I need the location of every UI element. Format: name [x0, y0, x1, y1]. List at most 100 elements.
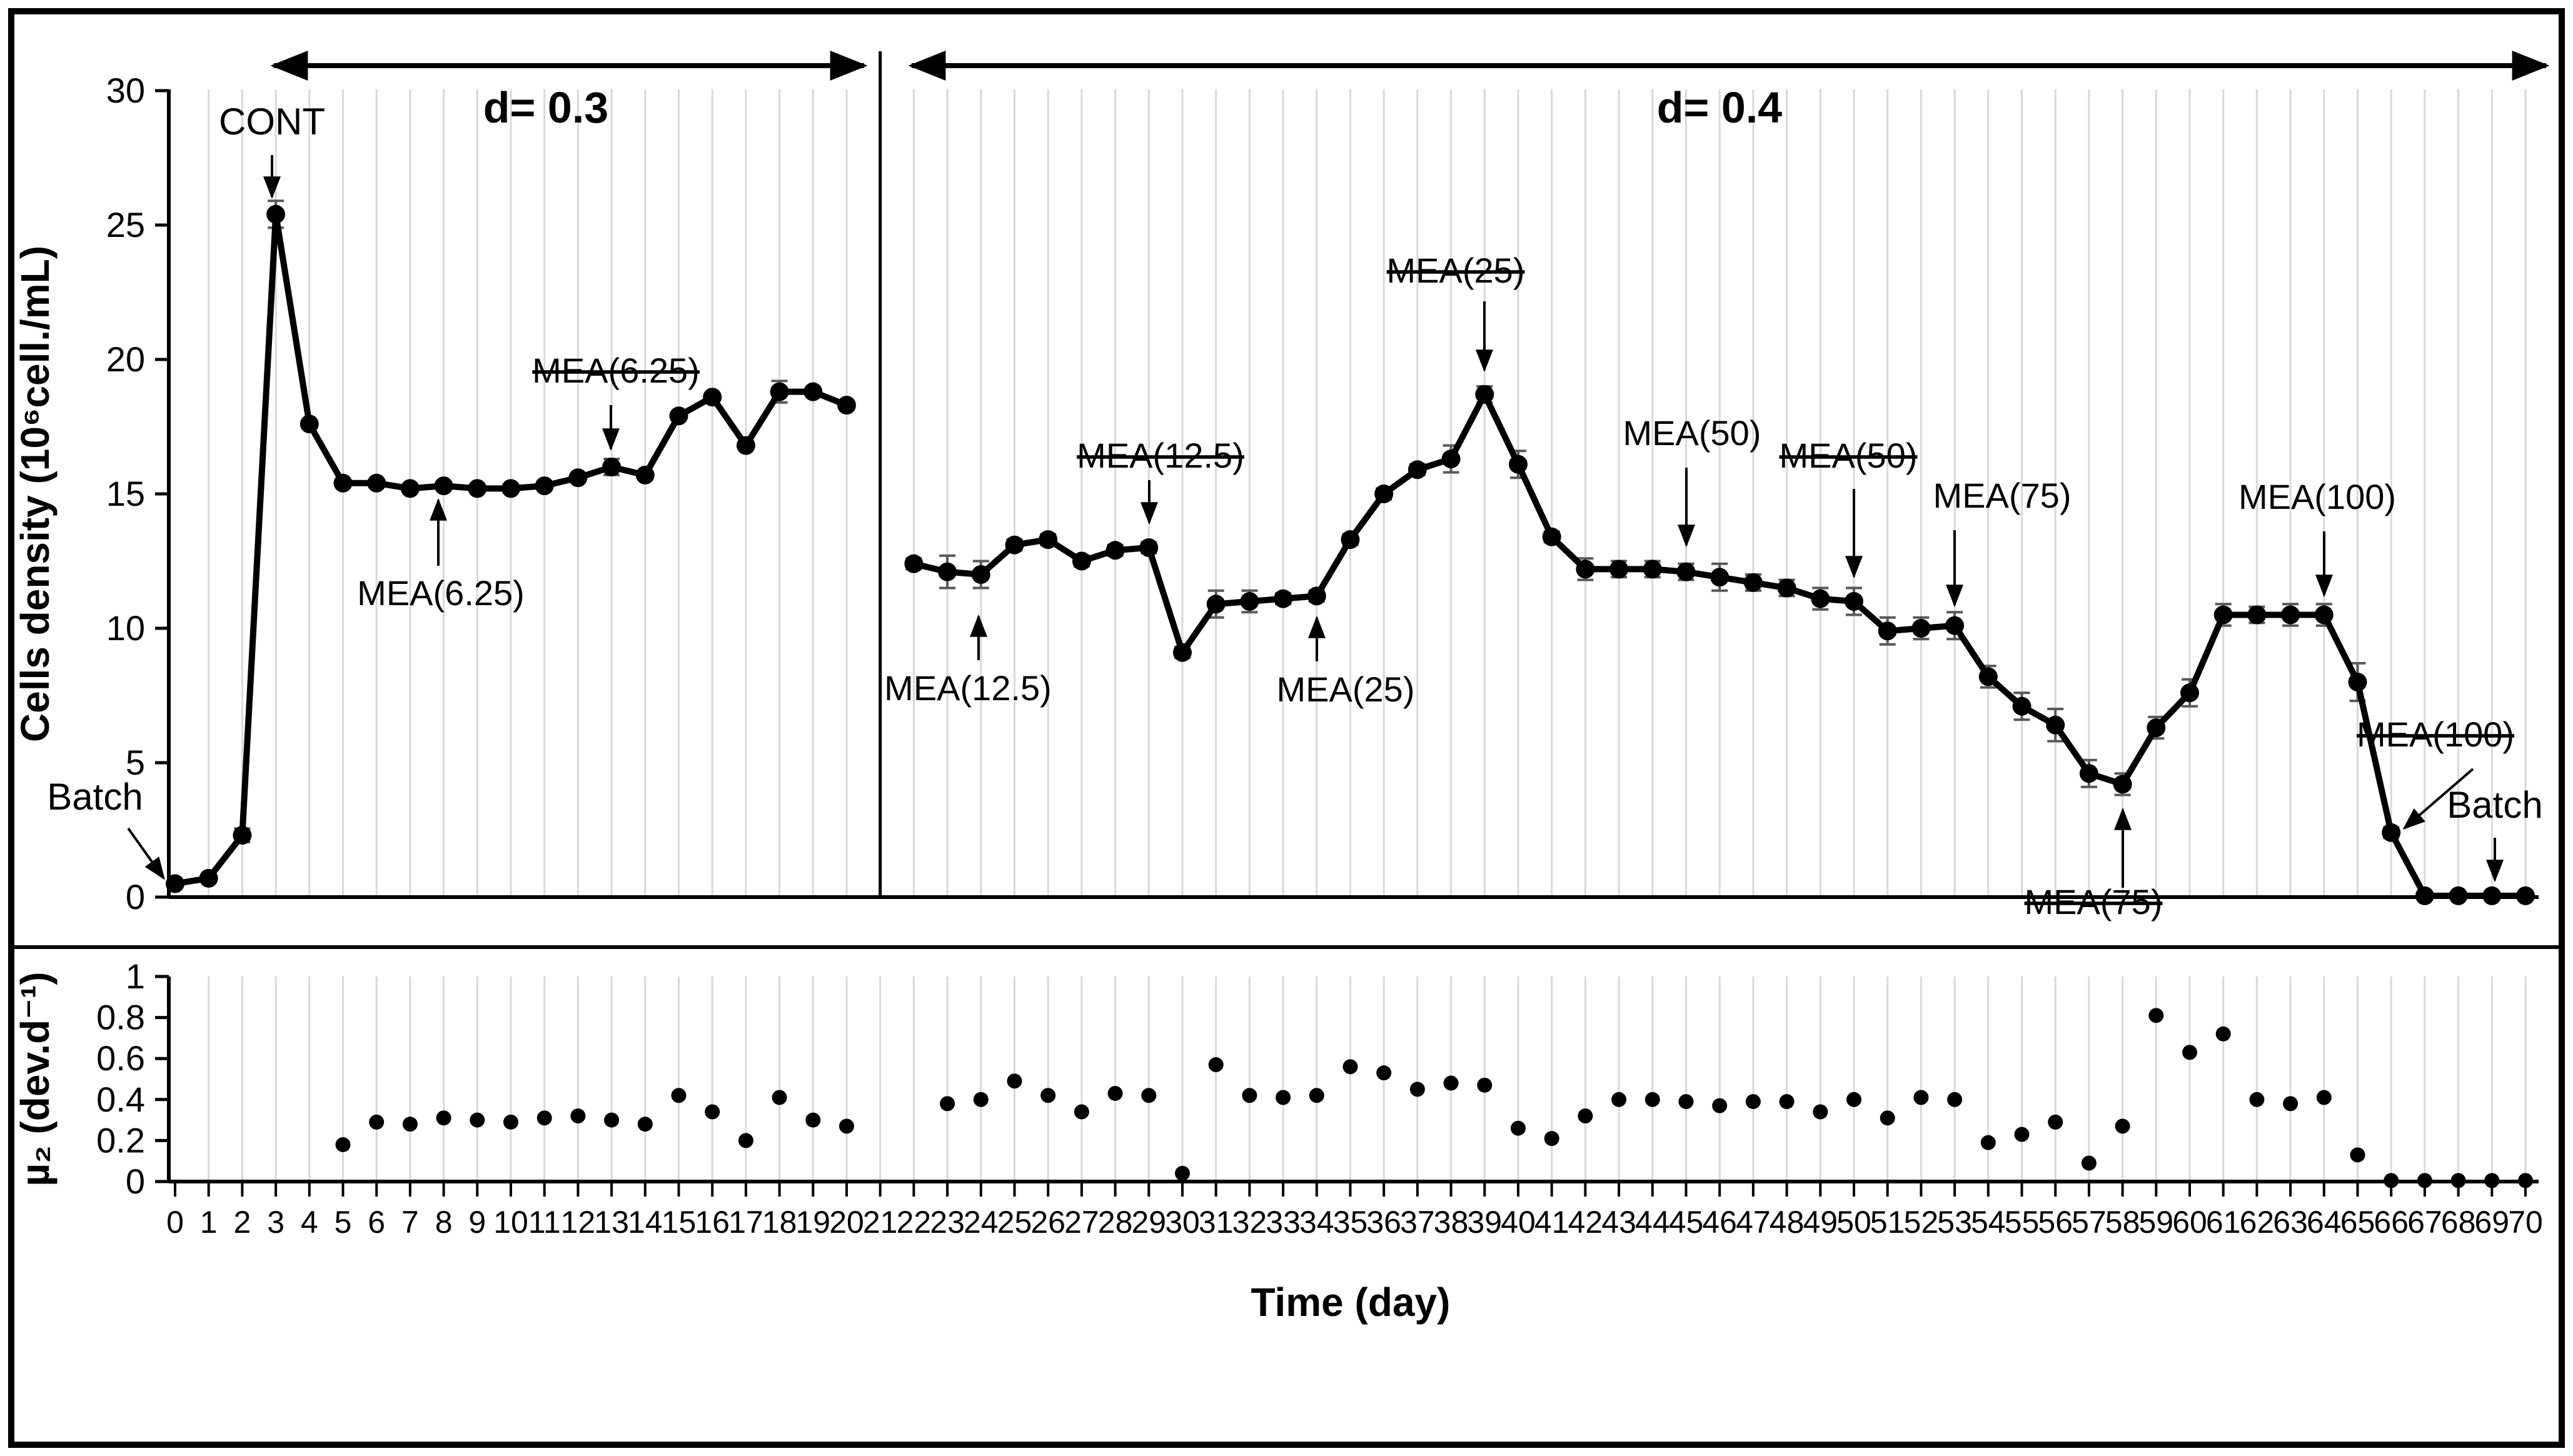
mu2-point-day-52	[1913, 1090, 1929, 1105]
data-point-day-67	[2415, 886, 2434, 905]
data-point-day-37	[1407, 460, 1427, 479]
x-tick-label-day-1: 1	[200, 1205, 218, 1240]
annotation-label-MEA12.5-4: MEA(12.5)	[884, 668, 1052, 708]
data-point-day-2	[233, 826, 252, 845]
x-tick-label-day-65: 65	[2340, 1205, 2375, 1240]
mu2-point-day-43	[1611, 1092, 1627, 1107]
x-tick-label-day-60: 60	[2172, 1205, 2207, 1240]
x-tick-label-day-27: 27	[1064, 1205, 1099, 1240]
x-tick-label-day-54: 54	[1971, 1205, 2006, 1240]
x-tick-label-day-28: 28	[1098, 1205, 1133, 1240]
x-tick-label-day-42: 42	[1568, 1205, 1603, 1240]
data-point-day-26	[1039, 530, 1058, 550]
annotation-label-MEA6.25-3: MEA(6.25)	[532, 351, 700, 390]
data-point-day-46	[1710, 568, 1730, 587]
data-point-day-65	[2348, 673, 2367, 691]
mu2-point-day-6	[369, 1114, 385, 1130]
x-tick-label-day-20: 20	[829, 1205, 864, 1240]
x-tick-label-day-53: 53	[1937, 1205, 1972, 1240]
x-tick-label-day-46: 46	[1702, 1205, 1737, 1240]
data-point-day-40	[1509, 454, 1528, 474]
data-point-day-68	[2449, 886, 2468, 905]
data-point-day-25	[1005, 535, 1024, 555]
data-point-day-58	[2113, 775, 2132, 794]
bottom-y-axis-title: µ₂ (dev.d⁻¹)	[13, 972, 58, 1186]
x-tick-label-day-49: 49	[1803, 1205, 1838, 1240]
data-point-day-32	[1240, 592, 1259, 611]
x-tick-label-day-40: 40	[1501, 1205, 1536, 1240]
mu2-point-day-63	[2283, 1096, 2299, 1112]
mu2-point-day-38	[1443, 1075, 1459, 1091]
x-tick-label-day-2: 2	[233, 1205, 251, 1240]
data-point-day-19	[803, 382, 823, 401]
x-axis-title: Time (day)	[1251, 1280, 1451, 1325]
annotation-label-Batch-1: Batch	[47, 776, 143, 818]
bottom-y-tick-label-3: 0.6	[96, 1038, 145, 1078]
annotation-label-MEA12.5-5: MEA(12.5)	[1077, 436, 1244, 475]
data-point-day-49	[1811, 589, 1830, 608]
data-point-day-29	[1139, 538, 1159, 557]
mu2-point-day-51	[1880, 1110, 1895, 1126]
mu2-point-day-37	[1409, 1082, 1425, 1097]
data-point-day-47	[1743, 573, 1763, 592]
mu2-point-day-45	[1678, 1094, 1694, 1110]
annotation-label-MEA100-13: MEA(100)	[2357, 715, 2514, 754]
mu2-point-day-68	[2450, 1173, 2466, 1188]
x-tick-label-day-35: 35	[1333, 1205, 1368, 1240]
bottom-y-tick-label-5: 1	[126, 956, 145, 996]
mu2-point-day-29	[1141, 1088, 1157, 1103]
mu2-point-day-48	[1779, 1094, 1795, 1110]
x-tick-label-day-29: 29	[1131, 1205, 1166, 1240]
mu2-point-day-20	[839, 1118, 854, 1134]
x-tick-label-day-58: 58	[2105, 1205, 2140, 1240]
data-point-day-17	[736, 436, 755, 455]
data-point-day-36	[1374, 484, 1394, 503]
x-tick-label-day-14: 14	[628, 1205, 663, 1240]
x-tick-label-day-10: 10	[493, 1205, 528, 1240]
region-label-1: d= 0.4	[1657, 83, 1782, 132]
mu2-point-day-26	[1040, 1088, 1056, 1103]
data-point-day-4	[300, 414, 319, 434]
data-point-day-50	[1845, 592, 1863, 611]
x-tick-label-day-52: 52	[1904, 1205, 1939, 1240]
data-point-day-15	[669, 406, 688, 426]
data-point-day-28	[1105, 541, 1125, 560]
region-label-0: d= 0.3	[483, 83, 608, 132]
x-tick-label-day-63: 63	[2273, 1205, 2308, 1240]
mu2-point-day-13	[604, 1112, 620, 1128]
x-tick-label-day-26: 26	[1030, 1205, 1065, 1240]
data-point-day-14	[635, 465, 655, 484]
mu2-point-day-30	[1175, 1165, 1190, 1181]
mu2-point-day-27	[1074, 1104, 1089, 1120]
bottom-y-tick-label-1: 0.2	[96, 1120, 145, 1160]
x-tick-label-day-12: 12	[561, 1205, 596, 1240]
data-point-day-64	[2314, 605, 2334, 625]
bottom-gridlines	[208, 977, 2527, 1182]
data-point-day-22	[904, 554, 924, 573]
annotation-label-MEA25-6: MEA(25)	[1277, 670, 1415, 709]
mu2-point-day-31	[1208, 1057, 1224, 1073]
x-tick-label-day-61: 61	[2206, 1205, 2241, 1240]
mu2-point-day-15	[671, 1088, 687, 1103]
top-panel-cells-density: d= 0.3 d= 0.4 0 5 10 15 20 25 30 Cells density (1…	[13, 51, 2550, 921]
mu2-point-day-12	[570, 1108, 586, 1124]
data-point-day-63	[2281, 605, 2300, 625]
mu2-point-day-58	[2115, 1118, 2130, 1134]
mu2-point-day-65	[2350, 1147, 2365, 1163]
mu2-point-day-11	[536, 1110, 552, 1126]
top-y-tick-label-0: 0	[126, 877, 145, 916]
data-point-day-52	[1911, 619, 1931, 638]
data-point-day-39	[1475, 384, 1494, 404]
bottom-y-tick-label-2: 0.4	[96, 1080, 145, 1119]
data-point-day-44	[1643, 560, 1662, 579]
mu2-point-day-40	[1511, 1120, 1526, 1136]
x-tick-label-day-69: 69	[2474, 1205, 2509, 1240]
x-tick-label-day-19: 19	[795, 1205, 830, 1240]
mu2-point-day-49	[1813, 1104, 1828, 1120]
data-point-day-54	[1978, 667, 1998, 686]
x-tick-label-day-31: 31	[1199, 1205, 1234, 1240]
data-point-day-69	[2482, 886, 2502, 905]
data-point-day-42	[1576, 560, 1595, 579]
top-y-tick-label-6: 30	[106, 71, 145, 110]
